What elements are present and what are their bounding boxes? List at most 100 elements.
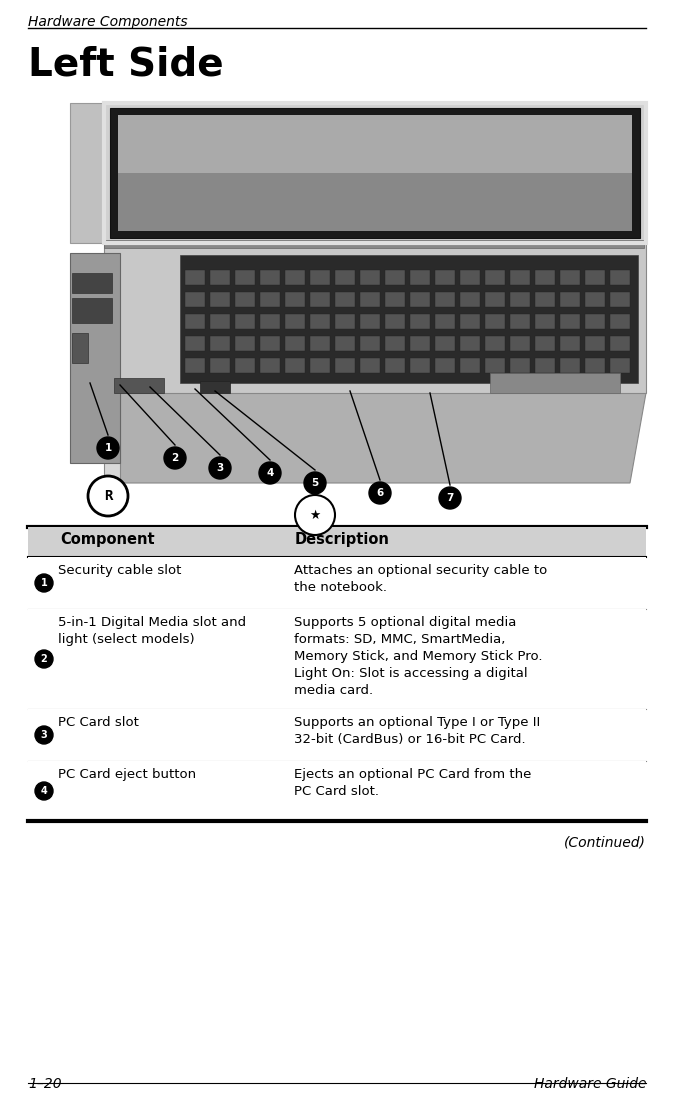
Circle shape: [88, 476, 128, 516]
Bar: [535, 336, 555, 351]
Bar: [610, 336, 630, 351]
Text: 5-in-1 Digital Media slot and
light (select models): 5-in-1 Digital Media slot and light (sel…: [58, 615, 246, 646]
Bar: [285, 270, 305, 285]
Bar: [285, 358, 305, 373]
Bar: [585, 292, 605, 307]
Bar: [435, 292, 455, 307]
Bar: [360, 314, 380, 329]
Bar: [185, 336, 205, 351]
Bar: [585, 270, 605, 285]
Bar: [585, 358, 605, 373]
Bar: [28, 709, 646, 761]
Bar: [360, 292, 380, 307]
Bar: [28, 609, 646, 709]
Bar: [335, 336, 355, 351]
Bar: [435, 358, 455, 373]
Bar: [535, 292, 555, 307]
Bar: [285, 336, 305, 351]
Bar: [560, 314, 580, 329]
Bar: [235, 358, 255, 373]
Bar: [535, 314, 555, 329]
Bar: [310, 270, 330, 285]
Bar: [535, 358, 555, 373]
Bar: [210, 292, 230, 307]
Bar: [410, 358, 430, 373]
Circle shape: [209, 457, 231, 479]
Bar: [104, 104, 646, 243]
Bar: [490, 373, 620, 393]
Bar: [460, 270, 480, 285]
Bar: [28, 88, 646, 520]
Text: 1: 1: [104, 443, 112, 453]
Polygon shape: [118, 115, 632, 173]
Bar: [610, 314, 630, 329]
Circle shape: [35, 574, 53, 592]
Bar: [460, 292, 480, 307]
Bar: [510, 314, 530, 329]
Bar: [310, 292, 330, 307]
Bar: [435, 336, 455, 351]
Text: 7: 7: [446, 493, 454, 503]
Text: (Continued): (Continued): [564, 835, 646, 849]
Text: 3: 3: [40, 730, 47, 740]
Bar: [560, 292, 580, 307]
Bar: [360, 270, 380, 285]
Text: 1–20: 1–20: [28, 1077, 61, 1091]
Bar: [335, 270, 355, 285]
Bar: [185, 358, 205, 373]
Bar: [460, 336, 480, 351]
Bar: [385, 336, 405, 351]
Bar: [460, 358, 480, 373]
Text: 4: 4: [266, 467, 274, 477]
Bar: [410, 314, 430, 329]
Text: ★: ★: [309, 509, 321, 522]
Circle shape: [35, 650, 53, 668]
Text: 5: 5: [311, 477, 319, 487]
Bar: [114, 378, 164, 393]
Text: Hardware Guide: Hardware Guide: [534, 1077, 646, 1091]
Text: 3: 3: [216, 463, 224, 473]
Bar: [485, 292, 505, 307]
Text: 1: 1: [40, 578, 47, 588]
Bar: [310, 358, 330, 373]
Bar: [510, 270, 530, 285]
Text: Left Side: Left Side: [28, 45, 224, 83]
Bar: [560, 336, 580, 351]
Circle shape: [259, 462, 281, 484]
Polygon shape: [104, 393, 646, 483]
Bar: [485, 336, 505, 351]
Bar: [510, 292, 530, 307]
Bar: [72, 273, 112, 293]
Bar: [435, 314, 455, 329]
Bar: [260, 292, 280, 307]
Text: 2: 2: [40, 654, 47, 664]
Bar: [185, 270, 205, 285]
Bar: [210, 314, 230, 329]
Bar: [235, 292, 255, 307]
Bar: [460, 314, 480, 329]
Bar: [210, 270, 230, 285]
Bar: [560, 358, 580, 373]
Bar: [385, 270, 405, 285]
Bar: [510, 336, 530, 351]
Polygon shape: [104, 243, 646, 393]
Bar: [385, 314, 405, 329]
Bar: [310, 336, 330, 351]
Text: Description: Description: [295, 532, 390, 546]
Polygon shape: [110, 108, 640, 238]
Bar: [235, 314, 255, 329]
Bar: [285, 314, 305, 329]
Text: Supports 5 optional digital media
formats: SD, MMC, SmartMedia,
Memory Stick, an: Supports 5 optional digital media format…: [295, 615, 543, 697]
Circle shape: [295, 495, 335, 535]
Circle shape: [97, 437, 119, 459]
Text: Hardware Components: Hardware Components: [28, 14, 187, 29]
Bar: [260, 358, 280, 373]
Polygon shape: [70, 104, 104, 243]
Circle shape: [35, 726, 53, 743]
Bar: [610, 292, 630, 307]
Bar: [610, 358, 630, 373]
Polygon shape: [118, 115, 632, 232]
Text: Attaches an optional security cable to
the notebook.: Attaches an optional security cable to t…: [295, 564, 548, 594]
Bar: [585, 314, 605, 329]
Polygon shape: [104, 104, 646, 243]
